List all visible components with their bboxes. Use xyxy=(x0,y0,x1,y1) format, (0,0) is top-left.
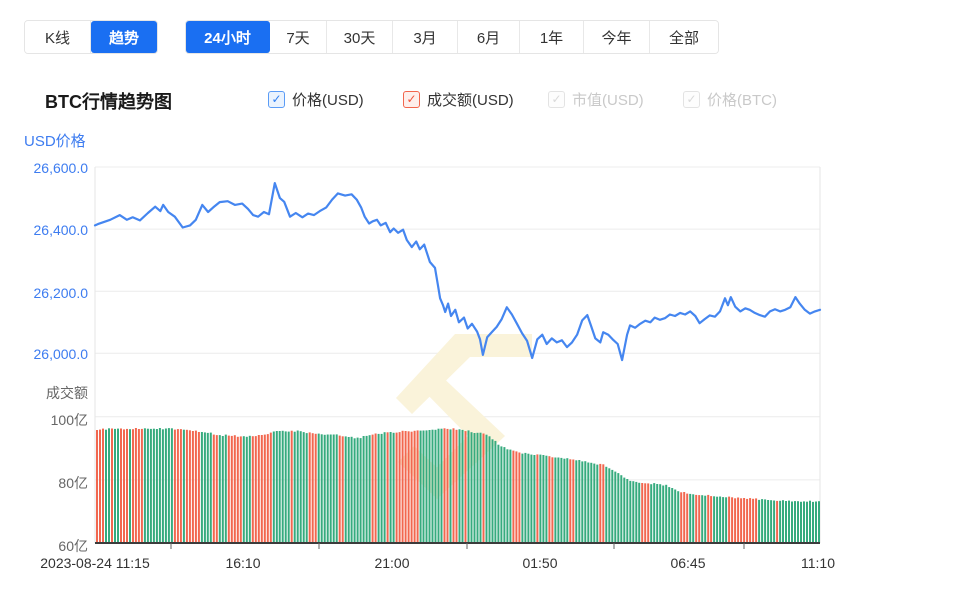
tab-kline[interactable]: K线 xyxy=(25,21,91,53)
checkbox-price-btc[interactable]: ✓ 价格(BTC) xyxy=(683,89,777,110)
x-tick-label: 01:50 xyxy=(522,555,558,571)
range-1y-button[interactable]: 1年 xyxy=(520,21,584,53)
x-tick-label: 06:45 xyxy=(670,555,706,571)
range-3m-button[interactable]: 3月 xyxy=(393,21,458,53)
checkbox-volume-usd[interactable]: ✓ 成交额(USD) xyxy=(403,89,514,110)
checkbox-label: 价格(BTC) xyxy=(707,92,777,109)
range-7d-button[interactable]: 7天 xyxy=(270,21,327,53)
price-tick-label: 26,200.0 xyxy=(33,285,89,301)
time-range-tab-group: 24小时 7天 30天 3月 6月 1年 今年 全部 xyxy=(185,20,719,54)
checkbox-label: 成交额(USD) xyxy=(427,92,514,109)
volume-tick-label: 60亿 xyxy=(58,538,88,554)
volume-tick-label: 100亿 xyxy=(50,412,88,428)
checkbox-label: 市值(USD) xyxy=(572,92,644,109)
checkbox-checked-icon: ✓ xyxy=(403,91,420,108)
x-tick-label: 16:10 xyxy=(225,555,261,571)
range-all-button[interactable]: 全部 xyxy=(650,21,718,53)
checkbox-disabled-icon: ✓ xyxy=(683,91,700,108)
tab-trend[interactable]: 趋势 xyxy=(91,21,157,53)
price-axis-title: USD价格 xyxy=(24,133,86,150)
page-title: BTC行情趋势图 xyxy=(45,92,172,112)
checkbox-marketcap-usd[interactable]: ✓ 市值(USD) xyxy=(548,89,644,110)
chart-type-tab-group: K线 趋势 xyxy=(24,20,158,54)
price-tick-label: 26,400.0 xyxy=(33,222,89,238)
checkbox-checked-icon: ✓ xyxy=(268,91,285,108)
range-30d-button[interactable]: 30天 xyxy=(327,21,393,53)
range-ytd-button[interactable]: 今年 xyxy=(584,21,650,53)
x-tick-label: 11:10 xyxy=(801,555,835,571)
range-6m-button[interactable]: 6月 xyxy=(458,21,520,53)
checkbox-price-usd[interactable]: ✓ 价格(USD) xyxy=(268,89,364,110)
x-tick-label: 21:00 xyxy=(374,555,410,571)
price-tick-label: 26,600.0 xyxy=(33,160,89,176)
volume-tick-label: 80亿 xyxy=(58,475,88,491)
price-tick-label: 26,000.0 xyxy=(33,346,89,362)
checkbox-label: 价格(USD) xyxy=(292,92,364,109)
volume-axis-title: 成交额 xyxy=(46,385,88,401)
checkbox-disabled-icon: ✓ xyxy=(548,91,565,108)
x-tick-label: 2023-08-24 11:15 xyxy=(40,555,150,571)
range-24h-button[interactable]: 24小时 xyxy=(186,21,270,53)
